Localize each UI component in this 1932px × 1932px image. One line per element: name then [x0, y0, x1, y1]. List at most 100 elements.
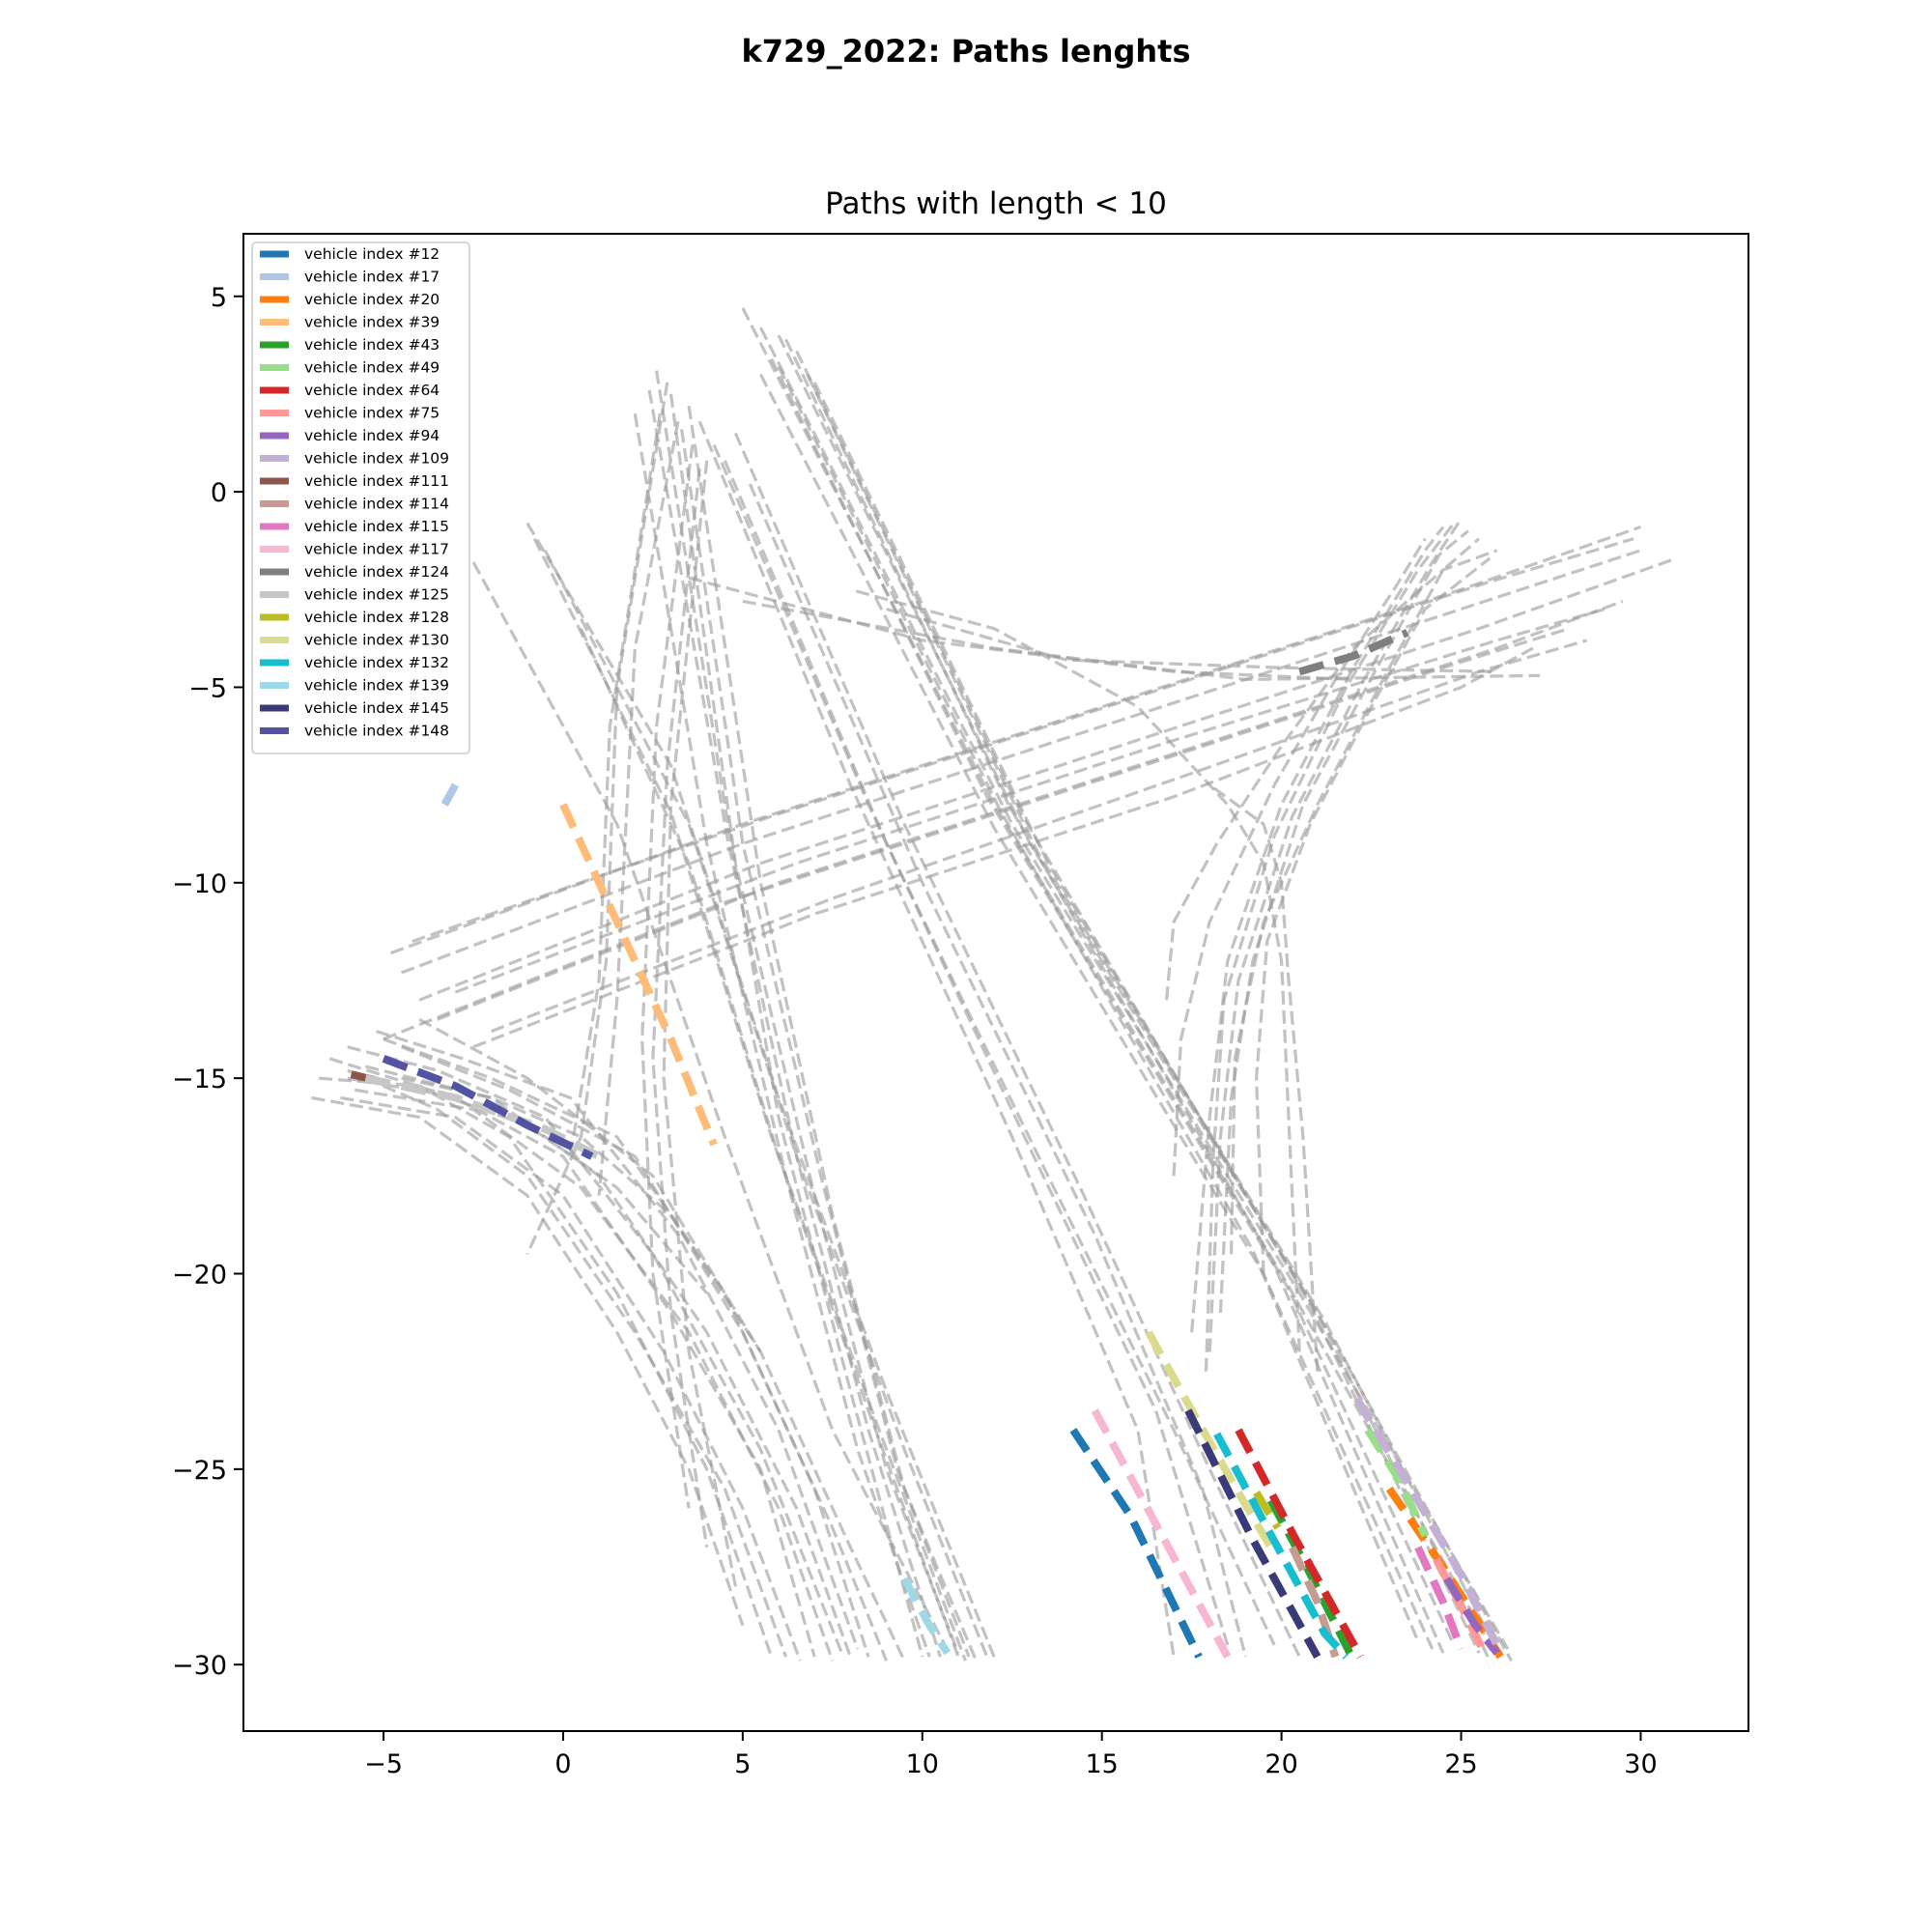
legend-box [251, 242, 470, 754]
background-path-10 [733, 432, 1301, 1658]
background-path-5 [770, 357, 1445, 1654]
background-path-40 [401, 1045, 889, 1662]
x-tick-label-6: 25 [1444, 1749, 1477, 1779]
figure-suptitle: k729_2022: Paths lenghts [741, 33, 1191, 70]
background-path-52 [412, 537, 1634, 944]
background-path-42 [376, 1030, 860, 1650]
series-line-11 [1289, 1546, 1340, 1659]
background-paths [311, 307, 1678, 1662]
background-path-35 [340, 1095, 802, 1662]
background-path-28 [543, 550, 989, 1658]
series-line-5 [1364, 1428, 1429, 1538]
x-tick-label-2: 5 [734, 1749, 751, 1779]
series-line-1 [440, 782, 459, 807]
series-line-0 [1069, 1428, 1203, 1659]
background-path-41 [347, 1045, 845, 1658]
background-path-50 [472, 646, 1534, 1049]
legend-label-19: vehicle index #139 [304, 677, 449, 695]
series-line-3 [559, 803, 718, 1147]
background-path-51 [491, 639, 1588, 1034]
background-path-12 [712, 443, 1230, 1646]
background-path-4 [784, 338, 1456, 1646]
series-line-4 [1266, 1498, 1353, 1655]
background-path-36 [355, 1088, 835, 1662]
background-path-27 [526, 522, 996, 1658]
background-path-44 [389, 525, 1641, 955]
background-path-7 [812, 382, 1513, 1662]
y-tick-label-5: −20 [172, 1261, 227, 1291]
series-line-14 [1298, 629, 1409, 676]
background-path-53 [688, 576, 1354, 681]
background-path-39 [383, 1037, 870, 1658]
legend-label-14: vehicle index #124 [304, 563, 449, 581]
legend-label-11: vehicle index #114 [304, 496, 449, 513]
y-tick-label-0: 5 [211, 283, 227, 313]
series-line-19 [900, 1577, 952, 1656]
legend-label-12: vehicle index #115 [304, 518, 449, 535]
background-path-54 [742, 599, 1541, 681]
background-path-45 [401, 549, 1641, 975]
y-tick-label-7: −30 [172, 1651, 227, 1681]
background-path-20 [680, 429, 971, 1658]
series-line-12 [1414, 1546, 1465, 1651]
series-line-21 [382, 1055, 594, 1160]
legend-label-8: vehicle index #94 [304, 427, 440, 444]
background-path-13 [697, 420, 1176, 1658]
x-tick-label-5: 20 [1264, 1749, 1297, 1779]
legend-label-4: vehicle index #43 [304, 336, 440, 354]
background-path-38 [311, 1095, 745, 1627]
legend-label-20: vehicle index #145 [304, 699, 449, 717]
legend-label-7: vehicle index #75 [304, 405, 440, 422]
series-line-20 [1184, 1408, 1321, 1660]
background-path-3 [795, 350, 1481, 1654]
legend-label-6: vehicle index #64 [304, 382, 440, 399]
legend-label-16: vehicle index #128 [304, 609, 449, 626]
background-path-46 [418, 556, 1678, 1002]
legend-label-5: vehicle index #49 [304, 359, 440, 377]
legend-label-3: vehicle index #39 [304, 314, 440, 331]
x-tick-label-7: 30 [1624, 1749, 1657, 1779]
x-tick-label-0: −5 [364, 1749, 403, 1779]
background-path-60 [1172, 537, 1427, 1177]
legend-label-17: vehicle index #130 [304, 632, 449, 649]
y-tick-label-3: −10 [172, 869, 227, 899]
background-path-11 [723, 460, 1276, 1646]
background-path-18 [687, 405, 978, 1662]
x-tick-label-3: 10 [906, 1749, 939, 1779]
series-line-15 [364, 1074, 601, 1160]
legend-label-2: vehicle index #20 [304, 291, 440, 308]
x-tick-label-1: 0 [554, 1749, 571, 1779]
background-path-64 [1255, 556, 1492, 1274]
series-line-6 [1235, 1428, 1364, 1660]
legend-label-10: vehicle index #111 [304, 472, 449, 490]
legend-label-13: vehicle index #117 [304, 541, 449, 558]
background-path-8 [758, 373, 1435, 1650]
background-path-30 [471, 561, 952, 1658]
background-path-55 [886, 607, 1497, 673]
series-line-9 [1353, 1396, 1501, 1647]
y-tick-label-2: −5 [188, 673, 227, 703]
background-path-47 [437, 599, 1624, 1021]
legend-label-18: vehicle index #132 [304, 654, 449, 671]
legend-label-21: vehicle index #148 [304, 723, 449, 740]
axes-title: Paths with length < 10 [825, 186, 1167, 221]
highlighted-series [350, 629, 1504, 1660]
x-tick-label-4: 15 [1086, 1749, 1119, 1779]
series-line-16 [1253, 1491, 1282, 1530]
background-path-49 [454, 607, 1605, 994]
background-path-61 [1230, 537, 1481, 1255]
background-path-48 [383, 627, 1570, 1041]
background-path-57 [1208, 518, 1463, 1352]
plot-frame [242, 233, 1749, 1732]
legend: vehicle index #12 vehicle index #17 vehicl… [251, 242, 470, 754]
background-path-62 [849, 587, 1301, 1352]
series-line-17 [1145, 1330, 1274, 1549]
background-path-58 [1218, 529, 1470, 1314]
legend-label-1: vehicle index #17 [304, 269, 440, 286]
background-path-23 [597, 421, 680, 1196]
y-tick-label-4: −15 [172, 1065, 227, 1094]
y-tick-label-6: −25 [172, 1456, 227, 1486]
background-path-33 [347, 1068, 788, 1658]
